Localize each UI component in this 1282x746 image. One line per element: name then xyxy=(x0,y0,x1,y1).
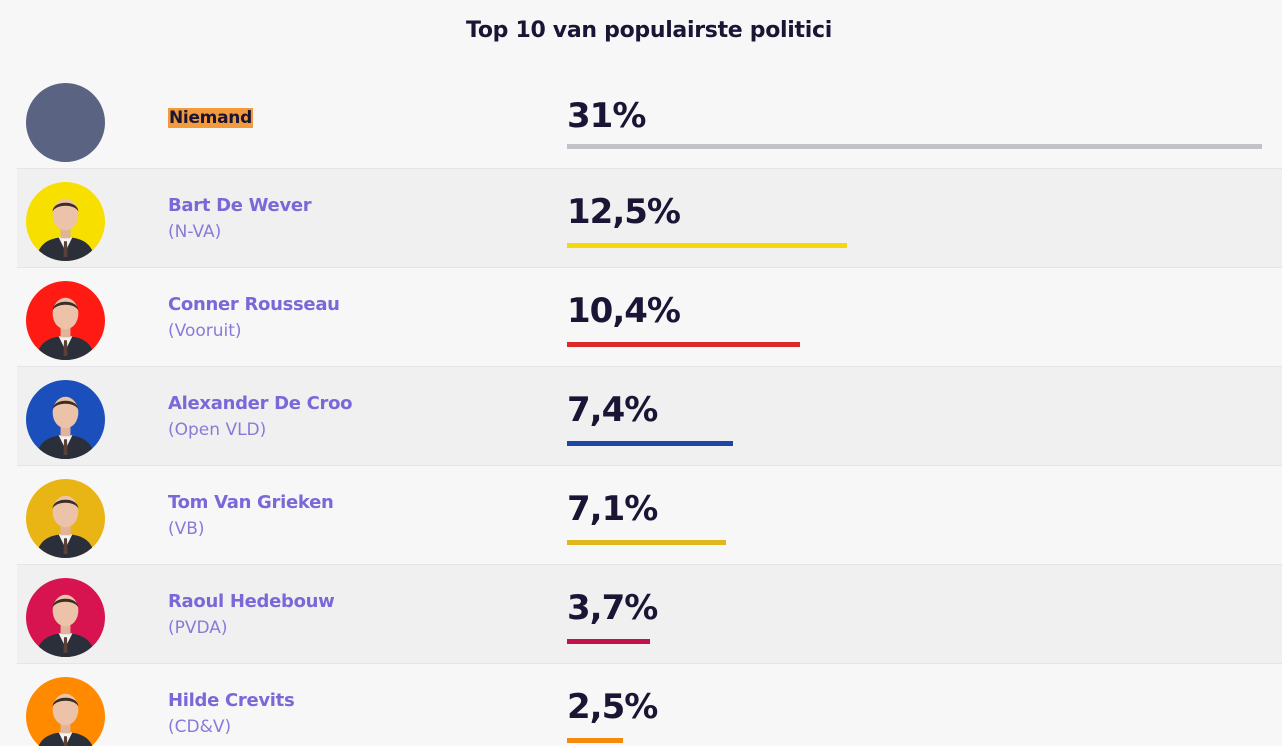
politician-photo xyxy=(26,380,105,459)
politician-name: Tom Van Grieken xyxy=(168,492,334,513)
bar xyxy=(567,540,726,545)
bar-track xyxy=(567,441,1262,446)
politician-photo xyxy=(26,281,105,360)
bar xyxy=(567,342,800,347)
party-label: (VB) xyxy=(168,519,205,539)
percentage-label: 7,1% xyxy=(567,489,658,529)
politician-row: Bart De Wever (N-VA) 12,5% xyxy=(17,169,1282,268)
politician-row: Conner Rousseau (Vooruit) 10,4% xyxy=(17,268,1282,367)
politician-row: Raoul Hedebouw (PVDA) 3,7% xyxy=(17,565,1282,664)
politician-photo xyxy=(26,578,105,657)
bar-track xyxy=(567,243,1262,248)
politician-name: Conner Rousseau xyxy=(168,294,340,315)
bar-track xyxy=(567,540,1262,545)
percentage-label: 12,5% xyxy=(567,192,681,232)
politician-name: Alexander De Croo xyxy=(168,393,353,414)
politician-name: Bart De Wever xyxy=(168,195,312,216)
percentage-label: 10,4% xyxy=(567,291,681,331)
bar-track xyxy=(567,738,1262,743)
bar-track xyxy=(567,639,1262,644)
politician-name: Niemand xyxy=(168,108,253,128)
politician-row: Alexander De Croo (Open VLD) 7,4% xyxy=(17,367,1282,466)
bar xyxy=(567,738,623,743)
politician-list: Niemand 31% Bart De Wever (N-VA) 12,5% Conner… xyxy=(17,72,1282,746)
politician-photo xyxy=(26,182,105,261)
politician-photo xyxy=(26,677,105,746)
percentage-label: 7,4% xyxy=(567,390,658,430)
bar-track xyxy=(567,342,1262,347)
chart-title: Top 10 van populairste politici xyxy=(466,18,832,43)
percentage-label: 2,5% xyxy=(567,687,658,727)
party-label: (Vooruit) xyxy=(168,321,242,341)
politician-row: Niemand 31% xyxy=(17,72,1282,169)
party-label: (N-VA) xyxy=(168,222,222,242)
politician-row: Tom Van Grieken (VB) 7,1% xyxy=(17,466,1282,565)
party-label: (PVDA) xyxy=(168,618,228,638)
bar xyxy=(567,639,650,644)
percentage-label: 31% xyxy=(567,96,646,136)
politician-photo xyxy=(26,479,105,558)
politician-name: Hilde Crevits xyxy=(168,690,295,711)
percentage-label: 3,7% xyxy=(567,588,658,628)
party-label: (Open VLD) xyxy=(168,420,267,440)
politician-row: Hilde Crevits (CD&V) 2,5% xyxy=(17,664,1282,746)
avatar-placeholder xyxy=(26,83,105,162)
party-label: (CD&V) xyxy=(168,717,232,737)
politician-name: Raoul Hedebouw xyxy=(168,591,335,612)
bar xyxy=(567,441,733,446)
bar-track xyxy=(567,144,1262,149)
bar xyxy=(567,144,1262,149)
bar xyxy=(567,243,847,248)
